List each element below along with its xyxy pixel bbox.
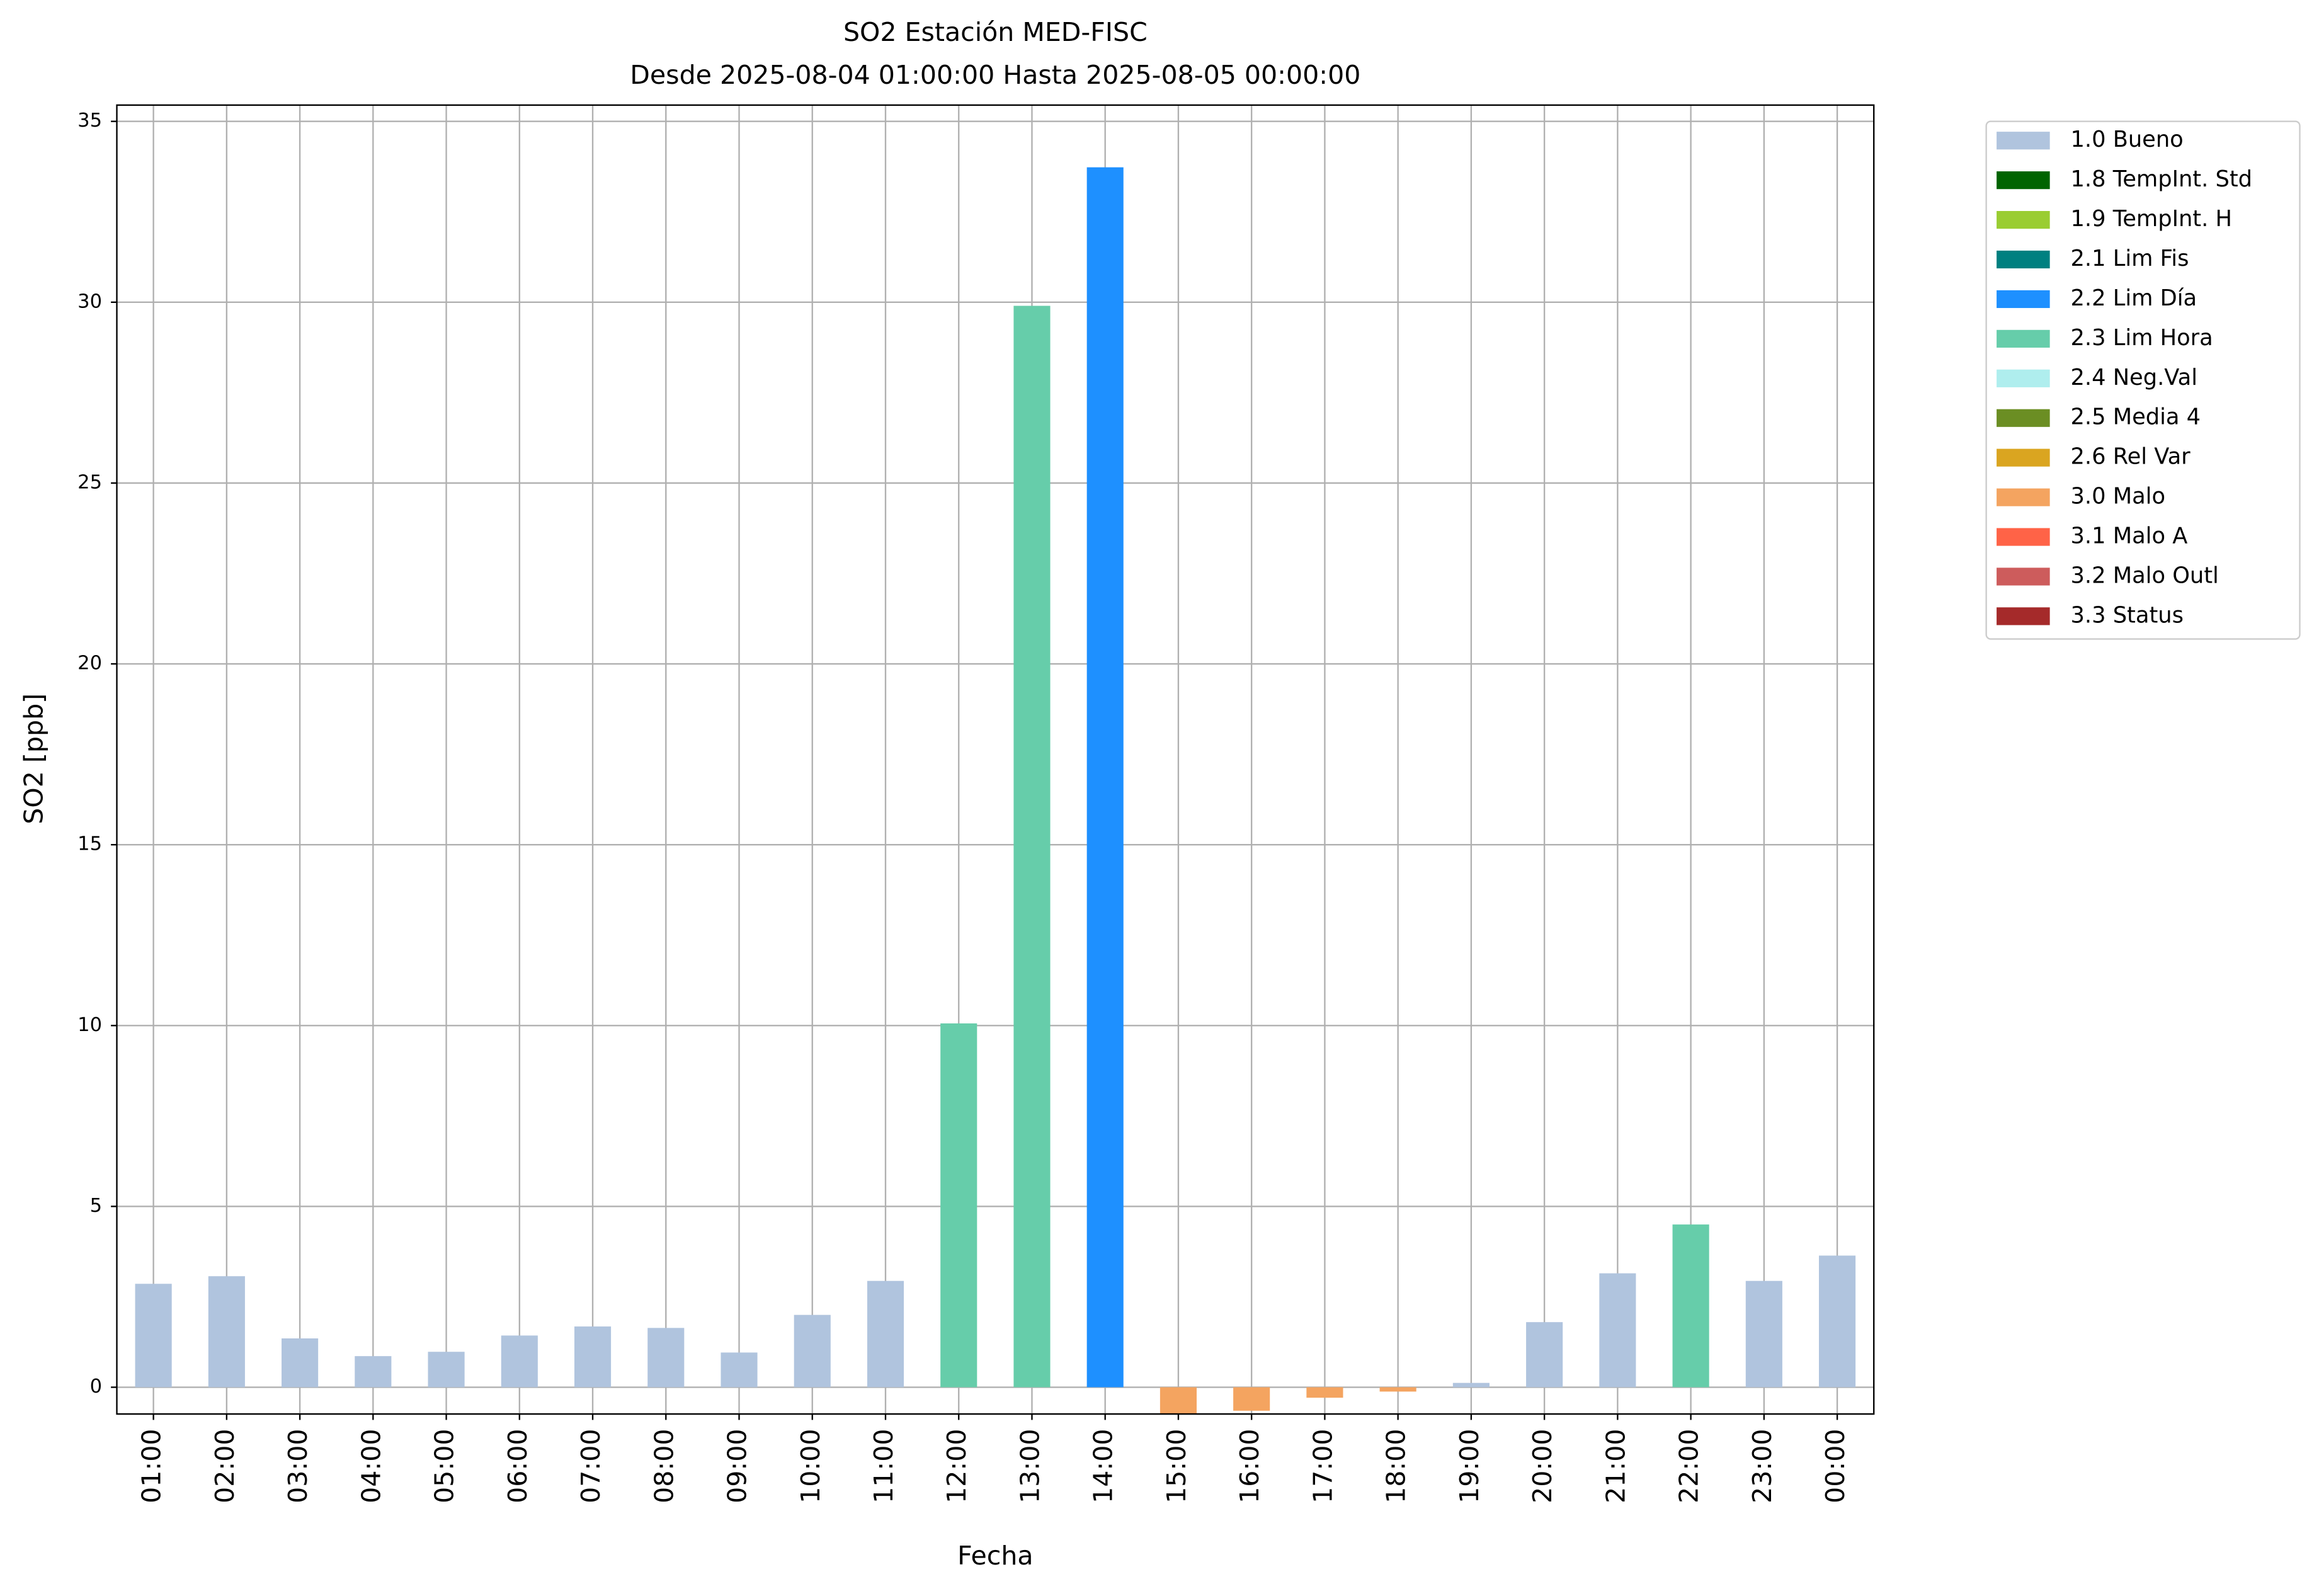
bar: [1013, 305, 1051, 1388]
bar: [501, 1335, 538, 1388]
legend-label: 2.3 Lim Hora: [2071, 325, 2213, 351]
x-tick-label: 11:00: [869, 1429, 899, 1503]
bar: [135, 1284, 172, 1388]
legend-label: 3.3 Status: [2071, 602, 2184, 628]
chart-title: SO2 Estación MED-FISC: [843, 17, 1148, 47]
bar: [1745, 1280, 1782, 1388]
bar: [794, 1314, 831, 1388]
y-tick-label: 35: [77, 110, 102, 132]
legend-swatch: [1997, 409, 2050, 427]
x-tick-label: 04:00: [356, 1429, 386, 1503]
legend-swatch: [1997, 607, 2050, 625]
bar: [940, 1023, 977, 1388]
x-tick-label: 20:00: [1527, 1429, 1558, 1503]
x-tick-label: 14:00: [1088, 1429, 1119, 1503]
x-tick-label: 10:00: [795, 1429, 826, 1503]
bar: [574, 1326, 612, 1388]
x-tick-label: 12:00: [942, 1429, 972, 1503]
bar: [1086, 167, 1124, 1388]
bar: [1233, 1387, 1270, 1411]
legend-swatch: [1997, 488, 2050, 506]
y-tick-label: 25: [77, 471, 102, 493]
y-tick-label: 20: [77, 653, 102, 675]
bar: [1599, 1273, 1636, 1388]
legend-swatch: [1997, 528, 2050, 546]
y-axis-label: SO2 [ppb]: [18, 693, 48, 824]
legend-label: 3.2 Malo Outl: [2071, 562, 2219, 588]
x-tick-label: 05:00: [430, 1429, 460, 1503]
legend-swatch: [1997, 210, 2050, 229]
x-tick-label: 13:00: [1015, 1429, 1045, 1503]
bar: [1819, 1255, 1856, 1388]
bar: [1452, 1382, 1490, 1388]
legend-label: 2.5 Media 4: [2071, 404, 2201, 430]
legend-swatch: [1997, 171, 2050, 190]
legend-label: 3.1 Malo A: [2071, 523, 2188, 549]
x-tick-label: 19:00: [1454, 1429, 1484, 1503]
bar: [282, 1338, 319, 1388]
legend-label: 2.6 Rel Var: [2071, 444, 2191, 470]
legend-box: [1985, 120, 2301, 640]
x-tick-label: 08:00: [649, 1429, 679, 1503]
legend-label: 2.1 Lim Fis: [2071, 246, 2189, 271]
bar: [867, 1280, 904, 1388]
legend-swatch: [1997, 132, 2050, 150]
legend-swatch: [1997, 329, 2050, 348]
x-tick-label: 22:00: [1674, 1429, 1704, 1503]
x-axis-label: Fecha: [957, 1541, 1033, 1571]
legend-swatch: [1997, 369, 2050, 387]
x-tick-label: 23:00: [1747, 1429, 1777, 1503]
x-tick-label: 09:00: [722, 1429, 753, 1503]
legend-swatch: [1997, 567, 2050, 586]
bar: [1160, 1387, 1197, 1415]
legend-label: 1.9 TempInt. H: [2071, 206, 2232, 232]
bar: [1526, 1322, 1563, 1388]
chart-subtitle: Desde 2025-08-04 01:00:00 Hasta 2025-08-…: [630, 60, 1360, 90]
x-tick-label: 15:00: [1161, 1429, 1192, 1503]
legend-label: 1.0 Bueno: [2071, 127, 2184, 152]
x-tick-label: 06:00: [503, 1429, 533, 1503]
y-tick-label: 10: [77, 1014, 102, 1036]
x-tick-label: 07:00: [576, 1429, 606, 1503]
bar: [647, 1328, 685, 1388]
x-tick-label: 17:00: [1308, 1429, 1338, 1503]
y-tick-label: 15: [77, 833, 102, 855]
bar: [208, 1276, 245, 1388]
y-tick-label: 5: [90, 1195, 102, 1217]
legend-label: 3.0 Malo: [2071, 484, 2166, 510]
x-tick-label: 16:00: [1234, 1429, 1265, 1503]
bar: [1306, 1387, 1343, 1398]
legend-label: 1.8 TempInt. Std: [2071, 166, 2252, 192]
bar: [355, 1356, 392, 1388]
bar: [721, 1352, 758, 1388]
legend-swatch: [1997, 250, 2050, 269]
y-tick-label: 30: [77, 290, 102, 312]
x-tick-label: 18:00: [1381, 1429, 1411, 1503]
bar: [428, 1352, 465, 1388]
plot-frame: [116, 104, 1875, 1415]
x-tick-label: 21:00: [1600, 1429, 1631, 1503]
x-tick-label: 03:00: [283, 1429, 313, 1503]
x-tick-label: 00:00: [1820, 1429, 1850, 1503]
legend-label: 2.4 Neg.Val: [2071, 365, 2198, 390]
bar: [1379, 1387, 1416, 1392]
legend-swatch: [1997, 448, 2050, 467]
x-tick-label: 02:00: [210, 1429, 240, 1503]
bar: [1672, 1224, 1709, 1388]
x-tick-label: 01:00: [137, 1429, 167, 1503]
y-tick-label: 0: [90, 1376, 102, 1398]
legend-label: 2.2 Lim Día: [2071, 285, 2197, 311]
legend-swatch: [1997, 290, 2050, 309]
